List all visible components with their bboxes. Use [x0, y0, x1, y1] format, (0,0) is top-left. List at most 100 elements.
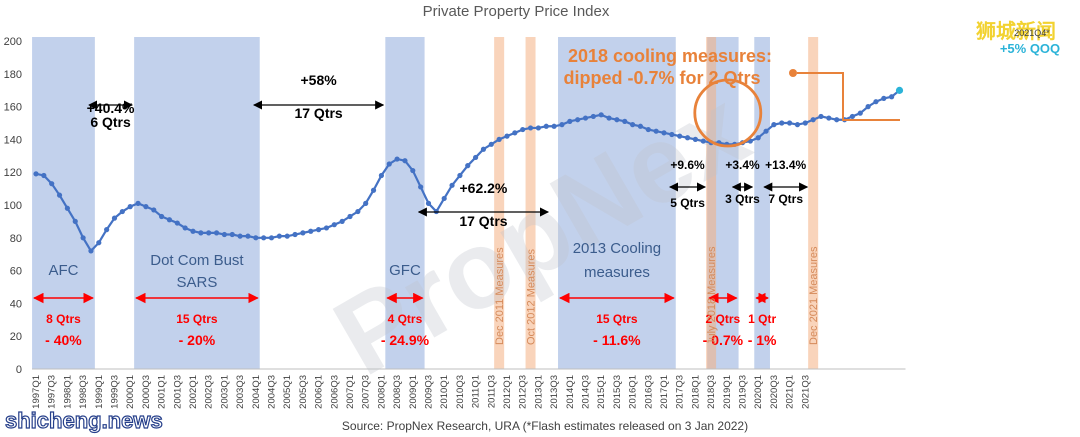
- decline-change-2: - 24.9%: [381, 332, 430, 348]
- data-point: [496, 136, 502, 142]
- measure-label-3: Dec 2021 Measures: [808, 246, 820, 345]
- measure-band-0: [494, 37, 505, 369]
- data-point: [535, 125, 542, 131]
- data-point: [551, 123, 557, 129]
- data-point: [166, 217, 173, 223]
- shaded-period-1: [134, 37, 260, 369]
- data-point: [394, 156, 400, 162]
- data-point: [339, 218, 345, 224]
- x-tick-label: 2019Q3: [738, 375, 749, 409]
- x-tick-label: 2015Q3: [612, 375, 623, 409]
- x-tick-label: 2016Q1: [628, 375, 639, 409]
- data-point: [174, 220, 180, 226]
- data-point: [794, 122, 801, 128]
- data-point: [771, 122, 777, 128]
- x-tick-label: 2018Q1: [690, 375, 701, 409]
- data-point: [261, 235, 267, 241]
- shicheng-cn-watermark: 狮城新闻: [976, 19, 1056, 43]
- period-label-1: Dot Com Bust: [150, 252, 244, 269]
- data-point: [881, 95, 887, 101]
- x-tick-label: 1997Q3: [47, 375, 58, 409]
- data-point: [755, 135, 761, 141]
- propnex-watermark: PropNex: [315, 66, 768, 399]
- measure-markers: [494, 37, 819, 369]
- data-point: [96, 240, 102, 246]
- decline-duration-5: 1 Qtr: [748, 312, 776, 326]
- data-point: [889, 94, 895, 100]
- x-tick-label: 2006Q3: [329, 375, 340, 409]
- data-point: [692, 136, 699, 142]
- measure-band-1: [525, 37, 536, 369]
- x-tick-label: 2000Q3: [141, 375, 152, 409]
- callout-dot: [789, 69, 797, 77]
- decline-change-3: - 11.6%: [593, 332, 641, 348]
- data-point: [895, 86, 904, 94]
- data-point: [480, 146, 487, 152]
- data-point: [457, 172, 463, 179]
- x-tick-label: 1999Q1: [94, 375, 105, 409]
- data-point: [504, 133, 510, 139]
- decline-duration-0: 8 Qtrs: [46, 312, 81, 326]
- source-note: Source: PropNex Research, URA (*Flash es…: [342, 419, 748, 433]
- data-point: [661, 130, 667, 136]
- x-tick-label: 2003Q3: [235, 375, 246, 409]
- data-point: [198, 230, 204, 236]
- decline-change-1: - 20%: [179, 332, 216, 348]
- data-point: [787, 120, 793, 126]
- data-point: [135, 200, 141, 206]
- growth-change-3: +9.6%: [670, 158, 705, 172]
- data-point: [527, 125, 534, 131]
- growth-change-1: +58%: [300, 72, 337, 88]
- x-tick-label: 2021Q1: [785, 375, 796, 409]
- data-point: [331, 222, 337, 228]
- data-point: [418, 184, 424, 190]
- x-tick-label: 1997Q1: [31, 375, 42, 409]
- data-point: [559, 122, 565, 128]
- y-tick-label: 100: [4, 200, 22, 212]
- decline-duration-3: 15 Qtrs: [596, 312, 638, 326]
- data-point: [119, 208, 125, 215]
- data-point: [653, 128, 659, 134]
- data-point: [284, 233, 290, 239]
- data-point: [598, 112, 604, 118]
- data-point: [425, 200, 432, 206]
- y-tick-label: 40: [10, 298, 22, 310]
- measure-label-0: Dec 2011 Measures: [494, 247, 506, 345]
- x-tick-label: 2010Q3: [455, 375, 466, 409]
- data-point: [206, 230, 212, 236]
- growth-duration-3: 5 Qtrs: [670, 196, 705, 210]
- data-point: [512, 130, 518, 136]
- x-tick-label: 2016Q3: [643, 375, 654, 409]
- decline-change-5: - 1%: [748, 332, 777, 348]
- x-tick-label: 2002Q1: [188, 375, 199, 409]
- x-tick-label: 2010Q1: [439, 375, 450, 409]
- data-point: [865, 104, 871, 110]
- data-point: [370, 187, 377, 193]
- data-point: [763, 128, 769, 134]
- data-point: [700, 138, 706, 144]
- decline-change-4: - 0.7%: [703, 332, 744, 348]
- data-point: [253, 235, 259, 241]
- data-point: [818, 113, 824, 120]
- y-tick-label: 160: [4, 102, 22, 114]
- data-point: [151, 207, 157, 213]
- y-tick-label: 60: [10, 266, 22, 278]
- x-tick-label: 2007Q1: [345, 375, 356, 409]
- x-tick-label: 2008Q1: [376, 375, 387, 409]
- growth-change-0: +40.4%: [87, 100, 135, 116]
- data-point: [355, 208, 361, 215]
- data-point: [637, 123, 644, 129]
- data-point: [33, 171, 39, 177]
- x-tick-label: 2001Q1: [157, 375, 168, 409]
- x-tick-label: 2007Q3: [361, 375, 372, 409]
- x-tick-label: 2003Q1: [219, 375, 230, 409]
- period-label-3: 2013 Cooling: [573, 240, 661, 257]
- x-tick-label: 2006Q1: [314, 375, 325, 409]
- measure-label-1: Oct 2012 Measures: [526, 249, 538, 345]
- x-tick-label: 2002Q3: [204, 375, 215, 409]
- growth-change-5: +13.4%: [765, 158, 806, 172]
- data-point: [159, 213, 165, 220]
- data-point: [221, 231, 227, 238]
- data-point: [630, 122, 636, 128]
- x-tick-label: 1998Q1: [62, 375, 73, 409]
